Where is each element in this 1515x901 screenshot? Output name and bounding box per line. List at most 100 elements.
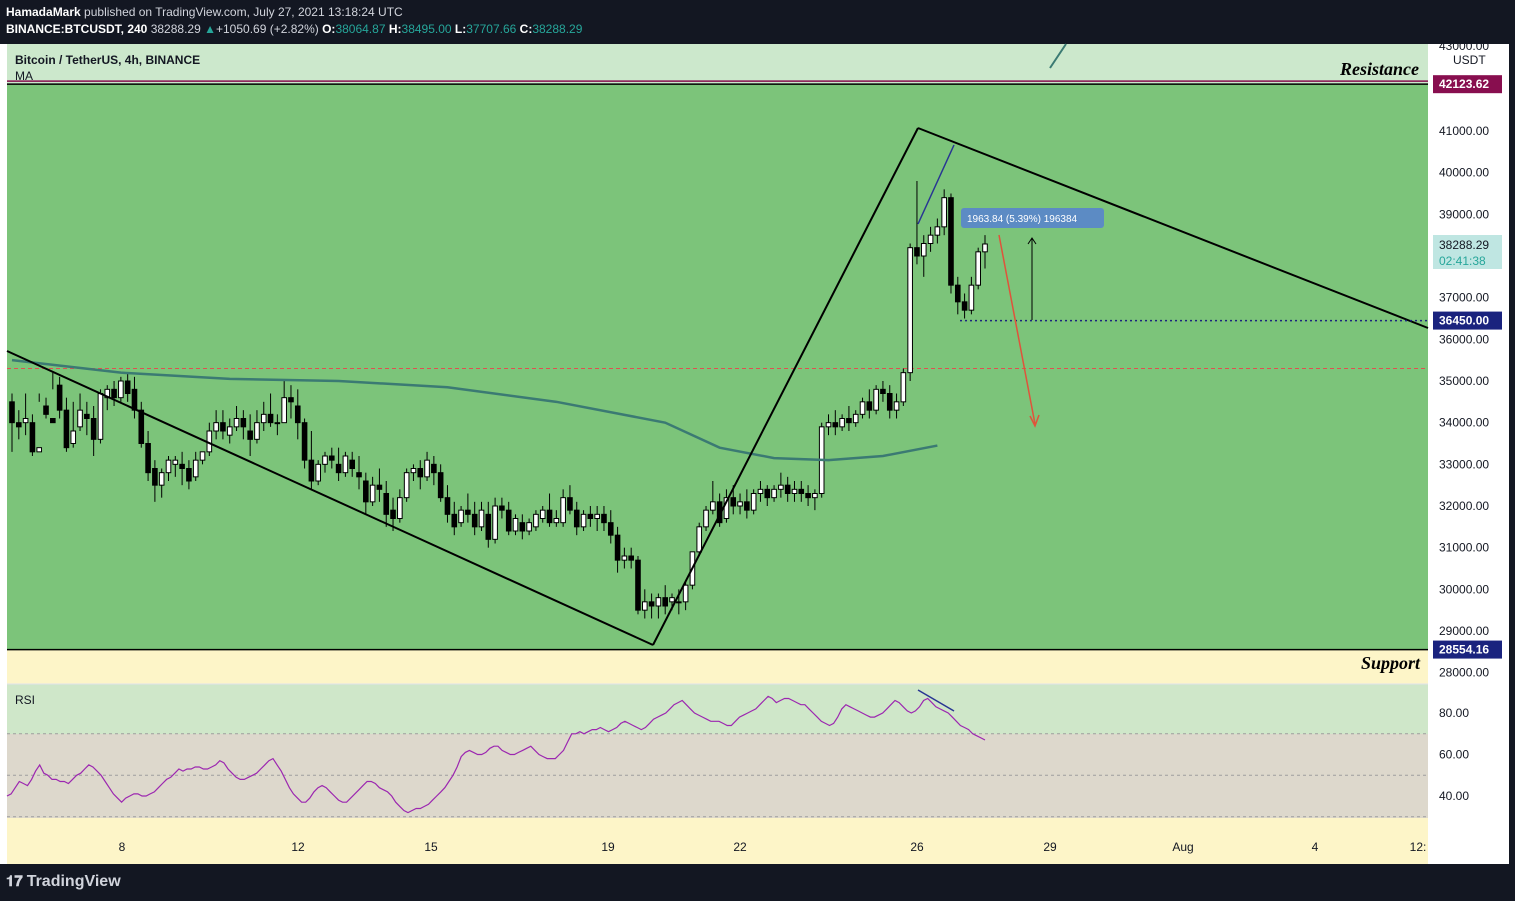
resistance-trend-line [917,127,1429,329]
candle-down [764,488,771,499]
candle-up [492,505,498,540]
resistance-price-tag: 42123.62 [1433,75,1502,94]
candle-down [124,380,131,394]
footer-brand[interactable]: 𝟏𝟕 TradingView [6,873,121,891]
candle-up [192,459,199,478]
moving-average-line [11,358,938,462]
candle-down [784,484,791,494]
candle-down [437,472,444,499]
rsi-pane-label[interactable]: RSI [15,693,36,707]
candle-down [240,418,247,428]
candle-up [22,418,29,424]
candle-up [655,597,662,607]
candle-down [744,501,750,511]
candle-up [852,413,859,424]
legend-title[interactable]: Bitcoin / TetherUS, 4h, BINANCE [15,53,201,67]
support-price-tag: 28554.16 [1433,640,1502,659]
candle-down [948,197,954,286]
candle-up [941,197,947,228]
candle-down [614,534,621,561]
price-tick-label: 40000.00 [1439,166,1489,180]
price-axis-bg [1428,44,1509,864]
time-tick-label: 8 [119,840,126,854]
candle-up [927,234,934,245]
time-tick-label: 29 [1043,840,1057,854]
up-arrow-icon: ▲ [204,22,216,36]
price-tick-label: 41000.00 [1439,124,1489,138]
candle-down [138,409,145,444]
level-price-tag-bg [1433,311,1502,330]
candle-down [465,509,471,515]
candle-up [70,430,77,444]
candle-down [471,513,478,528]
candle-up [315,463,321,482]
trading-range-zone [7,84,1428,650]
candle-down [131,388,138,411]
candles [9,181,988,619]
level-price-tag-text: 36450.00 [1439,314,1489,328]
brand-name: TradingView [26,873,121,890]
candle-up [982,243,988,253]
candle-up [669,597,675,603]
close-label: C: [519,22,533,36]
candle-down [519,522,526,532]
candle-up [696,526,703,553]
legend-indicator-ma[interactable]: MA [15,69,33,83]
candle-up [77,409,83,428]
candle-up [778,484,784,490]
candle-down [43,405,49,415]
candle-down [63,409,70,449]
price-tick-label: 36000.00 [1439,332,1489,346]
candle-up [172,459,179,465]
candle-up [36,447,43,453]
candle-up [757,488,764,495]
time-tick-label: 19 [601,840,615,854]
candle-up [641,601,648,611]
measure-arrow-head [1027,237,1037,245]
level-price-tag: 36450.00 [1433,311,1502,330]
candle-up [553,518,560,524]
candle-up [771,488,777,499]
price-tick-label: 37000.00 [1439,291,1489,305]
candle-down [247,430,253,440]
change-text: +1050.69 (+2.82%) [216,22,319,36]
candle-down [648,601,655,607]
ma-offscreen-segment [1049,43,1067,69]
resistance-label: Resistance [1340,59,1419,79]
rsi-overbought-band [7,684,1428,734]
candle-down [567,497,573,511]
candle-down [301,422,308,461]
time-tick-label: 4 [1312,840,1319,854]
rsi-tick-label: 80.00 [1439,706,1469,720]
candle-down [288,397,294,403]
candle-down [179,463,185,470]
candle-up [397,497,403,519]
author-name[interactable]: HamadaMark [6,5,81,19]
price-tick-label: 28000.00 [1439,666,1489,680]
open-value: 38064.87 [335,22,386,36]
candle-up [975,251,981,286]
time-tick-label: 15 [424,840,438,854]
candle-up [260,413,267,424]
candle-up [750,493,757,511]
chart-legend: Bitcoin / TetherUS, 4h, BINANCE MA [15,52,200,84]
measure-label: 1963.84 (5.39%) 196384 [961,208,1104,228]
measure-label-text: 1963.84 (5.39%) 196384 [967,214,1078,225]
candle-down [111,388,117,399]
candle-down [267,413,274,424]
candle-down [29,422,36,453]
publish-header: HamadaMark published on TradingView.com,… [6,4,582,38]
candle-down [886,393,893,411]
candle-up [410,468,417,474]
candle-down [84,413,90,420]
candle-up [512,518,519,532]
candle-down [349,459,356,469]
candle-down [186,468,192,482]
close-value: 38288.29 [532,22,583,36]
candle-down [308,459,315,482]
symbol-text: BINANCE:BTCUSDT, 240 [6,22,148,36]
candle-up [526,522,532,532]
price-tick-label: 33000.00 [1439,457,1489,471]
candle-down [505,509,512,532]
